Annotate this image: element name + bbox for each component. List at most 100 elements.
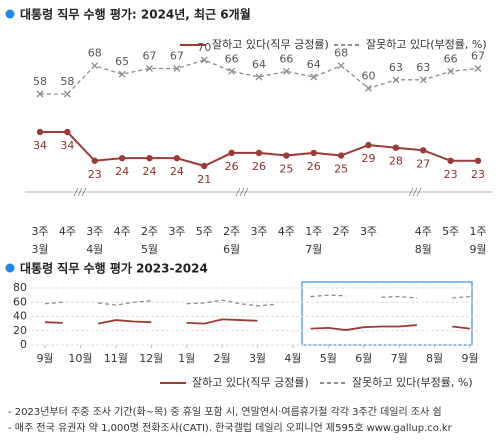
- value-label: 23: [471, 168, 485, 181]
- value-label: 63: [389, 61, 403, 74]
- title-bullet: [5, 9, 15, 19]
- value-label: 25: [334, 163, 348, 176]
- y-tick-label: 20: [13, 324, 27, 337]
- x-tick-label: 1주: [469, 225, 486, 238]
- point: [201, 162, 208, 170]
- value-label: 70: [197, 41, 211, 54]
- value-label: 27: [416, 157, 430, 170]
- point: [146, 154, 153, 162]
- y-tick-label: 80: [13, 281, 27, 294]
- chart-title: 대통령 직무 수행 평가 2023-2024: [20, 261, 208, 276]
- point: [474, 157, 482, 164]
- point: [255, 73, 263, 81]
- value-label: 26: [252, 160, 266, 173]
- x-tick-label: 3월: [249, 352, 266, 365]
- point: [474, 65, 482, 72]
- y-tick-label: 40: [13, 310, 27, 323]
- title-bullet: [5, 263, 15, 273]
- legend-label: 잘하고 있다(직무 긍정률): [192, 375, 309, 389]
- series-line: [40, 59, 479, 95]
- x-tick-label: 9월: [461, 352, 478, 365]
- value-label: 28: [389, 155, 403, 168]
- value-label: 58: [60, 75, 74, 88]
- point: [447, 67, 455, 75]
- value-label: 26: [307, 160, 321, 173]
- y-tick-label: 60: [13, 295, 27, 308]
- value-label: 24: [170, 165, 184, 178]
- point: [63, 90, 71, 98]
- x-tick-label: 7월: [391, 352, 408, 365]
- value-label: 66: [225, 52, 239, 65]
- point: [91, 157, 98, 164]
- point: [91, 62, 99, 70]
- month-label: 3월: [31, 243, 48, 256]
- point: [392, 144, 400, 151]
- x-tick-label: 2주: [223, 225, 240, 238]
- value-label: 23: [88, 168, 102, 181]
- value-label: 64: [252, 58, 266, 71]
- value-label: 24: [115, 165, 129, 178]
- point: [337, 62, 345, 70]
- month-label: 7월: [305, 243, 322, 256]
- x-tick-label: 8월: [426, 352, 443, 365]
- x-tick-label: 1월: [178, 352, 195, 365]
- highlight-box: [301, 281, 473, 346]
- value-label: 25: [279, 163, 293, 176]
- x-tick-label: 9월: [36, 352, 53, 365]
- point: [282, 67, 290, 75]
- value-label: 68: [334, 47, 348, 60]
- point: [337, 152, 345, 159]
- value-label: 21: [197, 173, 211, 186]
- month-label: 6월: [223, 243, 240, 256]
- x-tick-label: 3주: [86, 225, 103, 238]
- value-label: 26: [225, 160, 239, 173]
- value-label: 24: [143, 165, 157, 178]
- point: [36, 128, 44, 136]
- point: [310, 149, 317, 157]
- value-label: 64: [307, 58, 321, 71]
- point: [420, 147, 427, 154]
- value-label: 66: [279, 52, 293, 65]
- point: [146, 65, 153, 72]
- x-tick-label: 4주: [59, 225, 76, 238]
- x-tick-label: 4주: [278, 225, 295, 238]
- x-tick-label: 3주: [250, 225, 267, 238]
- x-tick-label: 3주: [31, 225, 48, 238]
- point: [118, 70, 126, 78]
- x-tick-label: 1주: [305, 225, 322, 238]
- x-tick-label: 10월: [68, 352, 92, 365]
- value-label: 34: [33, 139, 47, 152]
- point: [310, 73, 318, 81]
- value-label: 60: [362, 69, 376, 82]
- x-tick-label: 5주: [196, 225, 213, 238]
- value-label: 67: [143, 50, 157, 63]
- value-label: 23: [444, 168, 458, 181]
- point: [392, 76, 400, 84]
- value-label: 63: [416, 61, 430, 74]
- legend-label: 잘못하고 있다(부정률, %): [366, 37, 487, 51]
- value-label: 66: [444, 52, 458, 65]
- x-tick-label: 2주: [141, 225, 158, 238]
- y-tick-label: 0: [20, 338, 27, 351]
- legend-label: 잘하고 있다(직무 긍정률): [212, 37, 329, 51]
- value-label: 67: [170, 50, 184, 63]
- chart-title: 대통령 직무 수행 평가: 2024년, 최근 6개월: [20, 7, 251, 22]
- x-tick-label: 2월: [214, 352, 231, 365]
- point: [64, 128, 71, 136]
- month-label: 4월: [86, 243, 103, 256]
- point: [365, 84, 372, 92]
- month-label: 9월: [469, 243, 486, 256]
- month-label: 8월: [415, 243, 432, 256]
- value-label: 67: [471, 50, 485, 63]
- x-tick-label: 6월: [355, 352, 372, 365]
- x-tick-label: 2주: [333, 225, 350, 238]
- series-line: [44, 294, 471, 307]
- x-tick-label: 3주: [168, 225, 185, 238]
- series-line: [44, 318, 471, 331]
- x-tick-label: 3주: [360, 225, 377, 238]
- point: [447, 157, 454, 164]
- x-tick-label: 4월: [284, 352, 301, 365]
- footnote: - 매주 전국 유권자 약 1,000명 전화조사(CATI). 한국갤럽 데일…: [8, 422, 453, 434]
- value-label: 34: [60, 139, 74, 152]
